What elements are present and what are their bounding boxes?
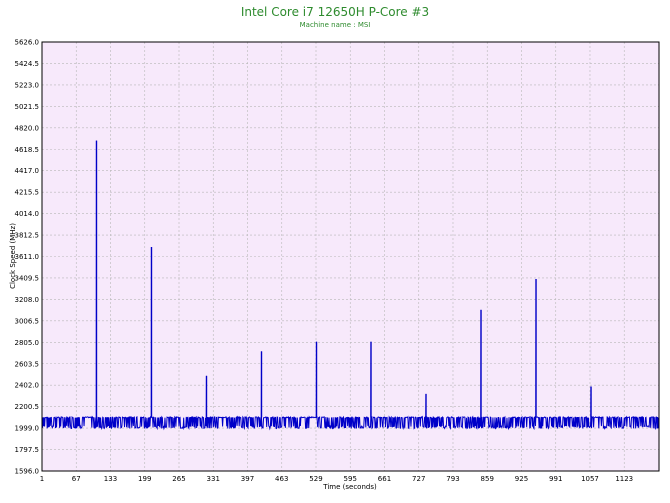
x-axis-label: Time (seconds) (322, 483, 377, 491)
y-tick-label: 4417.0 (15, 167, 40, 175)
y-tick-label: 4618.5 (15, 146, 40, 154)
chart-subtitle: Machine name : MSI (300, 21, 371, 29)
x-tick-label: 1 (40, 475, 44, 483)
series-group (41, 140, 660, 431)
y-tick-label: 4215.5 (15, 189, 40, 197)
x-tick-label: 595 (344, 475, 357, 483)
x-tick-label: 133 (104, 475, 117, 483)
x-tick-label: 1057 (581, 475, 599, 483)
y-tick-label: 2805.0 (15, 339, 40, 347)
clock-speed-series-line (41, 140, 660, 431)
y-tick-label: 2402.0 (15, 382, 40, 390)
x-tick-label: 265 (172, 475, 185, 483)
y-axis-label: Clock Speed (MHz) (9, 223, 17, 289)
x-tick-label: 991 (549, 475, 562, 483)
y-tick-label: 5424.5 (15, 60, 40, 68)
x-tick-label: 925 (515, 475, 528, 483)
x-tick-label: 199 (138, 475, 151, 483)
y-tick-label: 3208.0 (15, 296, 40, 304)
y-tick-label: 2200.5 (15, 403, 40, 411)
x-tick-label: 727 (412, 475, 425, 483)
grid-lines (41, 41, 659, 472)
x-tick-label: 859 (481, 475, 494, 483)
x-axis-ticks: 1 67 133 199 265 331 397 463 529 595 661 727 793 859 9… (40, 475, 633, 483)
y-tick-label: 3006.5 (15, 317, 40, 325)
y-tick-label: 5021.5 (15, 103, 40, 111)
plot-border (41, 41, 660, 472)
y-tick-label: 2603.5 (15, 360, 40, 368)
x-tick-label: 661 (378, 475, 391, 483)
y-tick-label: 4014.0 (15, 210, 40, 218)
y-tick-label: 5626.0 (15, 39, 40, 47)
x-tick-label: 793 (446, 475, 459, 483)
y-tick-label: 1797.5 (15, 446, 40, 454)
x-tick-label: 67 (72, 475, 81, 483)
y-tick-label: 5223.0 (15, 81, 40, 89)
x-tick-label: 397 (241, 475, 254, 483)
y-tick-label: 3409.5 (15, 274, 40, 282)
chart-title: Intel Core i7 12650H P-Core #3 (241, 5, 429, 19)
y-tick-label: 4820.0 (15, 124, 40, 132)
y-axis-ticks: 5626.0 5424.5 5223.0 5021.5 4820.0 4618.5 4417… (15, 39, 40, 476)
y-tick-label: 1596.0 (15, 468, 40, 476)
y-tick-label: 3611.0 (15, 253, 40, 261)
x-tick-label: 1123 (615, 475, 633, 483)
x-tick-label: 529 (309, 475, 322, 483)
y-tick-label: 1999.0 (15, 425, 40, 433)
x-tick-label: 331 (207, 475, 220, 483)
y-tick-label: 3812.5 (15, 232, 40, 240)
x-tick-label: 463 (275, 475, 288, 483)
